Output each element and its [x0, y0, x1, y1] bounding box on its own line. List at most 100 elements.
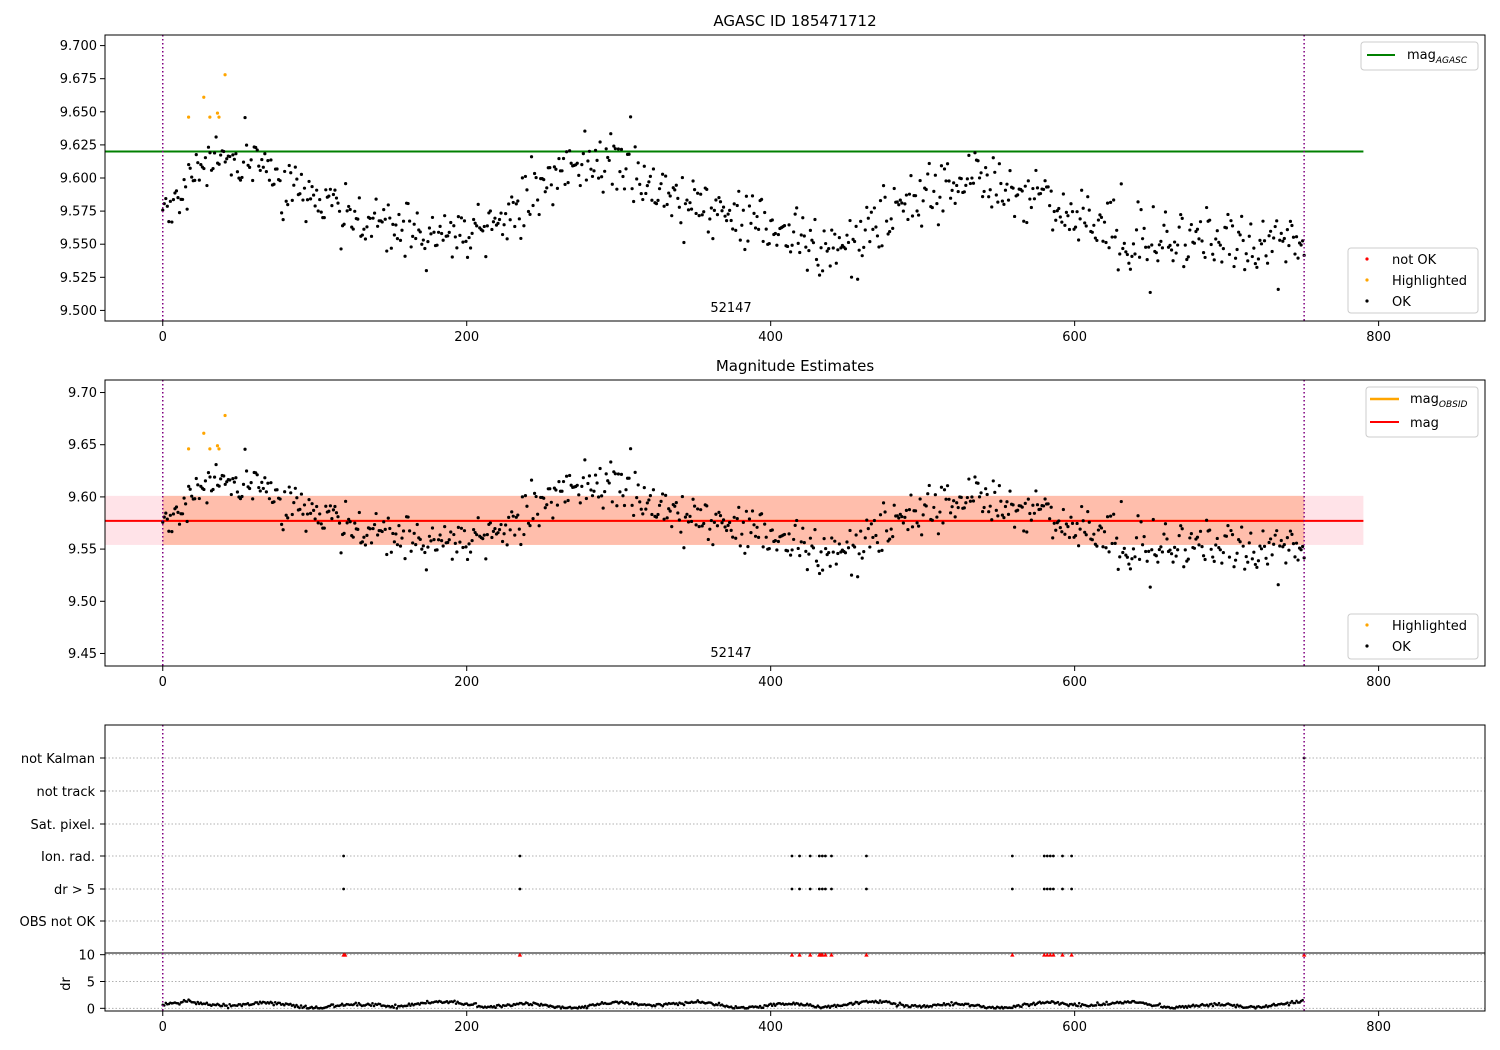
dr-point-309 [631, 1000, 634, 1004]
p2-ok-point-631 [1122, 546, 1126, 550]
p1-ok-point-449 [845, 233, 849, 237]
p2-ok-point-579 [1043, 497, 1047, 501]
p1-ok-point-570 [1029, 205, 1033, 210]
dr-outlier-marker-13 [1042, 952, 1047, 957]
p2-ok-point-334 [670, 525, 674, 529]
p2-ok-point-480 [892, 503, 896, 507]
p1-ok-point-319 [647, 180, 651, 184]
p1-ok-point-342 [682, 240, 686, 245]
p1-ok-point-693 [1217, 240, 1221, 244]
p1-ok-point-551 [1000, 199, 1005, 203]
p1-ok-point-85 [290, 198, 294, 202]
p1-ok-point-285 [595, 158, 599, 163]
p2-ok-point-485 [900, 514, 904, 519]
p2-ok-point-712 [1246, 560, 1250, 564]
p1-ok-point-115 [336, 201, 340, 205]
p2-ok-point-633 [1125, 555, 1129, 559]
p1-highlighted-point-2 [208, 115, 212, 119]
p1-ok-point-289 [601, 190, 605, 194]
p2-ok-point-715 [1250, 557, 1254, 561]
p2-ok-point-215 [488, 521, 492, 525]
p2-ok-point-367 [720, 521, 724, 525]
dr-point-376 [732, 1007, 736, 1010]
dr-point-187 [445, 1000, 449, 1003]
p2-ok-point-91 [299, 492, 304, 496]
p1-ok-point-545 [991, 156, 995, 160]
dr-point-603 [1077, 1001, 1081, 1005]
p1-ok-point-282 [590, 174, 595, 179]
p1-ok-point-320 [648, 174, 652, 178]
p1-ok-point-645 [1144, 245, 1148, 249]
p1-ok-point-332 [667, 191, 671, 195]
p1-ok-point-487 [903, 202, 907, 206]
p2-ok-point-540 [984, 487, 988, 491]
p2-ok-point-213 [485, 533, 489, 537]
p1-ok-point-158 [401, 219, 406, 223]
p1-ok-point-695 [1220, 260, 1224, 264]
p2-ok-point-349 [692, 504, 697, 508]
p1-ok-point-485 [900, 201, 904, 205]
p1-ok-point-472 [880, 244, 884, 248]
flag-point-4-0 [342, 887, 346, 891]
p1-ok-point-63 [257, 164, 261, 168]
flag-point-4-1 [518, 887, 522, 891]
p2-ok-point-521 [955, 501, 959, 505]
p1-ok-point-391 [756, 227, 761, 231]
p2-highlighted-point-3 [215, 444, 220, 448]
p1-ok-point-260 [557, 156, 561, 161]
p1-ok-point-255 [549, 183, 553, 187]
p2-ok-point-308 [630, 503, 634, 507]
p2-ok-point-714 [1249, 531, 1253, 535]
p1-ok-point-393 [760, 197, 764, 201]
p1-ok-point-232 [514, 202, 518, 206]
p2-ok-point-83 [287, 485, 291, 489]
dr-point-261 [558, 1005, 561, 1008]
p1-ok-point-519 [952, 181, 956, 185]
p2-ok-point-369 [723, 525, 727, 529]
p1-ok-point-629 [1119, 182, 1123, 186]
dr-point-573 [1032, 1001, 1035, 1005]
p1-ok-point-536 [977, 176, 982, 180]
p2-ok-point-642 [1139, 520, 1143, 524]
p2-ok-point-104 [319, 522, 323, 526]
p2-ok-point-573 [1034, 489, 1038, 493]
p2-ok-point-741 [1290, 532, 1294, 536]
p2-ok-point-146 [383, 527, 387, 532]
p1-ok-point-623 [1110, 235, 1114, 239]
p1-ok-point-333 [668, 194, 672, 198]
p1-ok-point-730 [1273, 224, 1277, 229]
p2-ok-point-456 [856, 575, 860, 579]
panel3-frame [104, 724, 1486, 1012]
p1-ok-point-90 [298, 192, 302, 196]
p1-ok-point-637 [1131, 242, 1136, 246]
p1-ok-point-123 [348, 207, 352, 212]
p2-ok-point-506 [932, 505, 936, 510]
p1-ok-point-67 [263, 152, 267, 156]
p2-ok-point-243 [531, 516, 535, 521]
dr-outlier-marker-17 [1060, 952, 1065, 957]
p2-ok-point-443 [836, 551, 840, 556]
p1-xtick-label-3: 600 [1062, 330, 1087, 345]
p1-ok-point-296 [612, 144, 616, 148]
p1-ok-point-559 [1013, 214, 1017, 219]
p2-ok-point-677 [1192, 546, 1197, 550]
p1-ok-point-647 [1147, 245, 1151, 249]
p2-ok-point-195 [458, 540, 462, 544]
p2-ok-point-185 [443, 525, 447, 529]
p2-ok-point-157 [400, 536, 404, 540]
dr-point-163 [409, 1004, 412, 1007]
p1-ok-point-550 [999, 181, 1003, 186]
dr-point-324 [653, 1004, 657, 1008]
p2-ok-point-565 [1022, 529, 1026, 533]
dr-point-161 [406, 1004, 409, 1007]
p2-ok-point-494 [913, 509, 918, 513]
dr-point-52 [240, 1004, 244, 1008]
p1-ok-point-377 [735, 203, 739, 208]
p2-ok-point-153 [394, 532, 398, 536]
flag-point-3-2 [790, 854, 794, 858]
p1-ok-point-40 [222, 149, 226, 154]
p1-ok-point-698 [1224, 226, 1229, 230]
p2-ok-point-321 [650, 512, 654, 517]
p2-highlighted-point-1 [202, 431, 206, 435]
p1-ok-point-264 [563, 182, 567, 187]
